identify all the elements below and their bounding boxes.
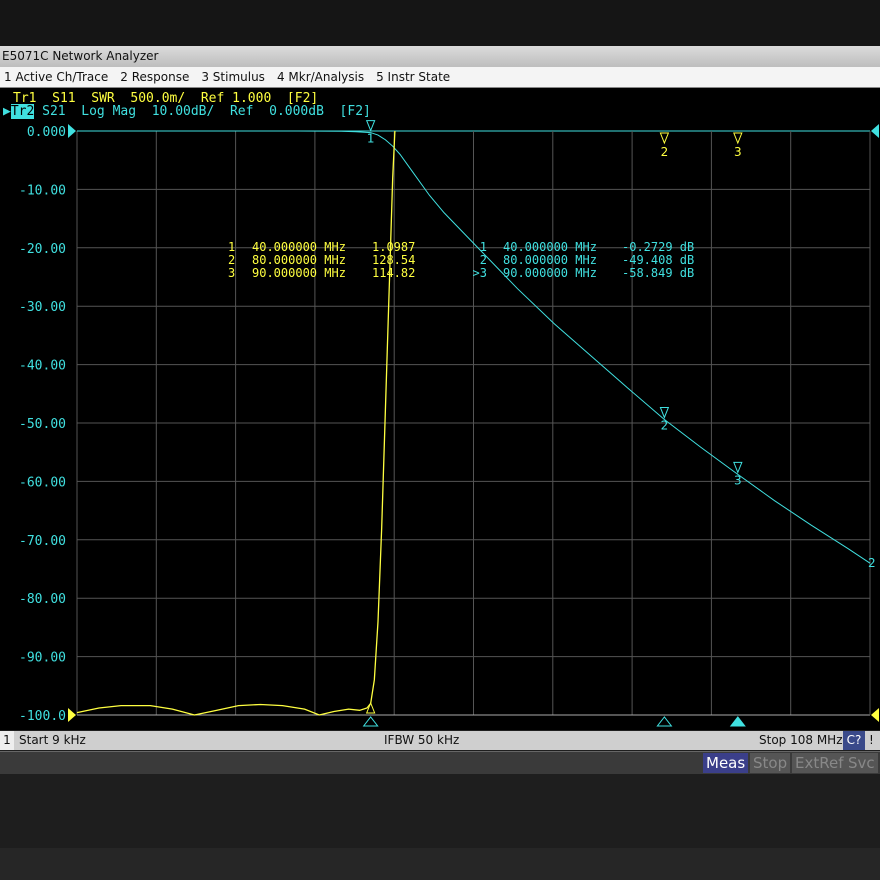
- s21-marker-1: [365, 120, 376, 132]
- s11-marker-2: [659, 132, 670, 145]
- s11-marker-freq: 90.000000 MHz: [252, 266, 346, 280]
- marker-position-2: [656, 716, 673, 727]
- s21-marker-freq: 40.000000 MHz: [503, 240, 597, 254]
- meas-button[interactable]: Meas: [703, 753, 749, 773]
- s21-ref-marker: [68, 124, 76, 138]
- y-tick-label: -100.0: [19, 709, 66, 724]
- s11-marker-label: 2: [661, 145, 669, 159]
- menu-instr-state[interactable]: 5 Instr State: [376, 70, 451, 84]
- s11-trace: [76, 130, 396, 716]
- menu-stimulus[interactable]: 3 Stimulus: [201, 70, 265, 84]
- y-tick-label: -10.00: [19, 183, 66, 198]
- s21-marker-value: -58.849 dB: [622, 266, 694, 280]
- marker-position-3: [729, 716, 746, 727]
- s21-ref-marker-right: [871, 124, 879, 138]
- background-bottom: [0, 848, 880, 880]
- trace2-label: Tr2: [10, 104, 35, 119]
- s21-marker-num: >3: [473, 266, 487, 280]
- s21-trace: [77, 130, 871, 564]
- y-tick-label: -80.00: [19, 592, 66, 607]
- s11-marker-value: 1.0987: [372, 240, 415, 254]
- s11-marker-value: 114.82: [372, 266, 415, 280]
- y-tick-label: -90.00: [19, 651, 66, 666]
- marker-position-1: [362, 716, 379, 727]
- channel-number[interactable]: 1: [0, 731, 14, 750]
- s11-marker-3: [733, 132, 743, 145]
- softkey-bar: Meas Stop ExtRef Svc: [0, 751, 880, 774]
- status-bar: 1 Start 9 kHz IFBW 50 kHz Stop 108 MHz C…: [0, 731, 880, 750]
- y-tick-label: -60.00: [19, 475, 66, 490]
- s11-marker-num: 2: [228, 253, 235, 267]
- s11-marker-1: [365, 701, 376, 714]
- s21-marker-num: 1: [480, 240, 487, 254]
- stop-frequency[interactable]: Stop 108 MHz: [759, 733, 843, 747]
- measurement-screen: Tr1 S11 SWR 500.0m/ Ref 1.000 [F2] ▶Tr2 …: [0, 88, 880, 730]
- trace1-header[interactable]: Tr1 S11 SWR 500.0m/ Ref 1.000 [F2]: [13, 91, 319, 106]
- plot: 0.000 -10.00 -20.00 -30.00 -40.00 -50.00 -60.0…: [19, 120, 879, 727]
- s11-marker-num: 3: [228, 266, 235, 280]
- y-tick-label: -40.00: [19, 359, 66, 374]
- s11-marker-freq: 40.000000 MHz: [252, 240, 346, 254]
- y-tick-label: -70.00: [19, 534, 66, 549]
- trace2-header[interactable]: ▶Tr2 S21 Log Mag 10.00dB/ Ref 0.000dB [F…: [3, 104, 371, 119]
- y-tick-label: -20.00: [19, 242, 66, 257]
- window-title: E5071C Network Analyzer: [0, 46, 880, 67]
- extref-button[interactable]: ExtRef: [792, 753, 847, 773]
- s21-marker-num: 2: [480, 253, 487, 267]
- menu-response[interactable]: 2 Response: [120, 70, 190, 84]
- s21-marker-3: [733, 461, 743, 474]
- y-tick-label: -30.00: [19, 300, 66, 315]
- s21-marker-freq: 80.000000 MHz: [503, 253, 597, 267]
- s11-marker-label: 3: [734, 145, 742, 159]
- s21-marker-value: -0.2729 dB: [622, 240, 694, 254]
- ifbw[interactable]: IFBW 50 kHz: [384, 733, 460, 747]
- start-frequency[interactable]: Start 9 kHz: [19, 733, 86, 747]
- background-top: [0, 0, 880, 46]
- y-tick-label: 0.000: [27, 125, 66, 140]
- y-tick-label: -50.00: [19, 417, 66, 432]
- menu-active-ch-trace[interactable]: 1 Active Ch/Trace: [4, 70, 109, 84]
- s11-marker-num: 1: [228, 240, 235, 254]
- status-flag: !: [869, 733, 874, 747]
- stop-button[interactable]: Stop: [750, 753, 791, 773]
- cal-status[interactable]: C?: [843, 731, 865, 750]
- s21-marker-label: 2: [661, 418, 669, 432]
- s11-ref-marker-right: [871, 708, 879, 722]
- s21-marker-label: 3: [734, 473, 742, 487]
- s11-marker-freq: 80.000000 MHz: [252, 253, 346, 267]
- s21-end-label: 2: [868, 556, 876, 570]
- s11-marker-value: 128.54: [372, 253, 415, 267]
- s21-marker-freq: 90.000000 MHz: [503, 266, 597, 280]
- trace2-settings: S21 Log Mag 10.00dB/ Ref 0.000dB [F2]: [34, 104, 371, 119]
- s21-marker-value: -49.408 dB: [622, 253, 694, 267]
- menu-bar: 1 Active Ch/Trace 2 Response 3 Stimulus …: [0, 67, 880, 88]
- s11-ref-marker: [68, 708, 76, 722]
- menu-mkr-analysis[interactable]: 4 Mkr/Analysis: [276, 70, 365, 84]
- s21-marker-label: 1: [367, 132, 375, 146]
- svc-button[interactable]: Svc: [845, 753, 878, 773]
- s21-marker-2: [659, 406, 670, 419]
